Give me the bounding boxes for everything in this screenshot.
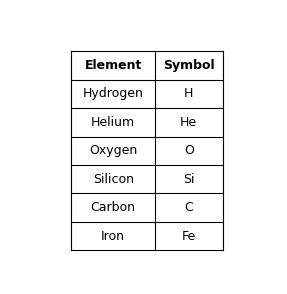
Text: C: C [185, 201, 193, 214]
Text: Iron: Iron [101, 230, 125, 243]
Text: Carbon: Carbon [91, 201, 136, 214]
Text: O: O [184, 144, 194, 157]
Text: Fe: Fe [182, 230, 196, 243]
Text: Helium: Helium [91, 116, 135, 129]
Text: Oxygen: Oxygen [89, 144, 137, 157]
Text: Element: Element [84, 59, 142, 72]
Text: He: He [180, 116, 197, 129]
Text: H: H [184, 87, 193, 100]
Text: Si: Si [183, 173, 195, 186]
Text: Silicon: Silicon [93, 173, 134, 186]
Text: Hydrogen: Hydrogen [83, 87, 144, 100]
Text: Symbol: Symbol [163, 59, 215, 72]
